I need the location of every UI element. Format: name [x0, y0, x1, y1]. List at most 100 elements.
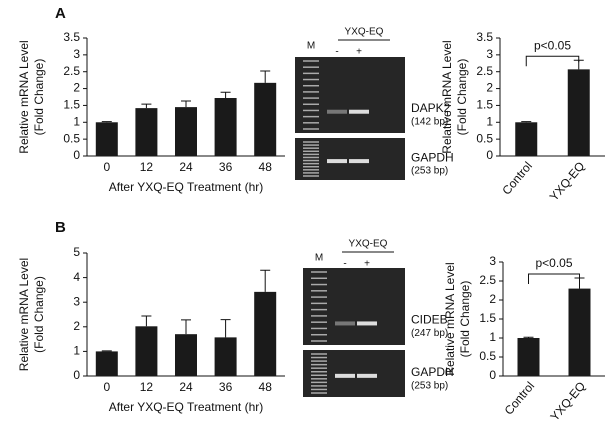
y-tick-label: 1.5 [479, 311, 496, 325]
gel-band [349, 109, 369, 114]
x-tick-label: 12 [140, 380, 154, 394]
x-tick-label: 36 [219, 380, 233, 394]
gel-header: YXQ-EQ [345, 27, 384, 38]
gel-image [295, 138, 405, 180]
annotation: p<0.05 [535, 256, 572, 270]
y-tick-label: 1.5 [476, 98, 493, 112]
y-tick-label: 3.5 [476, 30, 493, 44]
bar [175, 334, 197, 376]
y-tick-label: 2.5 [479, 273, 496, 287]
gel-image [295, 57, 405, 133]
y-tick-label: 2 [489, 292, 496, 306]
y-tick-label: 3 [486, 47, 493, 61]
gel-band [327, 109, 347, 114]
error-bar [141, 315, 152, 327]
gene-label: DAPK2 [411, 101, 451, 115]
gene-label: GAPDH [411, 150, 454, 164]
y-axis-label: Relative mRNA Level [17, 258, 31, 371]
bar [135, 326, 158, 376]
gel-band [349, 159, 369, 164]
gel-lane: - [343, 259, 346, 270]
gel-band [327, 159, 347, 164]
gel-marker: M [307, 41, 315, 52]
gene-label: GAPDH [411, 365, 454, 379]
panel-label: A [55, 5, 66, 22]
y-tick-label: 2 [73, 319, 80, 333]
y-tick-label: 4 [73, 270, 80, 284]
bar [214, 337, 237, 376]
band-size: (247 bp) [411, 328, 448, 339]
error-bar [260, 70, 271, 83]
error-bar [220, 91, 231, 99]
gel-band [357, 373, 377, 378]
y-tick-label: 1 [73, 114, 80, 128]
y-tick-label: 1 [489, 330, 496, 344]
y-tick-label: 2 [73, 81, 80, 95]
y-tick-label: 1.5 [63, 98, 80, 112]
gel-header: YXQ-EQ [349, 239, 388, 250]
y-tick-label: 1 [486, 114, 493, 128]
y-tick-label: 3.5 [63, 30, 80, 44]
y-axis-label: (Fold Change) [32, 59, 46, 136]
error-bar [220, 319, 231, 338]
gel-lane: - [335, 47, 338, 58]
y-tick-label: 3 [73, 47, 80, 61]
band-size: (142 bp) [411, 116, 448, 127]
y-axis-label: (Fold Change) [32, 276, 46, 353]
y-axis-label: Relative mRNA Level [440, 40, 454, 153]
y-tick-label: 2 [486, 81, 493, 95]
gel-marker: M [315, 253, 323, 264]
x-tick-label: 0 [103, 380, 110, 394]
bar [214, 98, 237, 156]
y-tick-label: 1 [73, 344, 80, 358]
panel-label: B [55, 219, 66, 236]
gene-label: CIDEB [411, 313, 448, 327]
y-tick-label: 2.5 [63, 64, 80, 78]
significance-bracket [528, 273, 580, 284]
error-bar [181, 100, 191, 108]
y-tick-label: 3 [73, 294, 80, 308]
x-tick-label: 36 [219, 160, 233, 174]
bar [567, 69, 590, 156]
y-axis-label: Relative mRNA Level [443, 262, 457, 375]
bar [517, 338, 540, 376]
gel-lane: + [364, 259, 370, 270]
x-tick-label: 12 [140, 160, 154, 174]
x-tick-label: 0 [103, 160, 110, 174]
y-tick-label: 2.5 [476, 64, 493, 78]
error-bar [521, 121, 532, 123]
y-tick-label: 0 [73, 368, 80, 382]
gel-lane: + [356, 47, 362, 58]
y-tick-label: 3 [489, 254, 496, 268]
bar [568, 288, 591, 376]
y-tick-label: 0 [486, 148, 493, 162]
bar [254, 82, 277, 156]
error-bar [181, 319, 191, 335]
y-tick-label: 0 [73, 148, 80, 162]
error-bar [260, 269, 271, 292]
x-tick-label: 24 [179, 380, 193, 394]
bar [95, 351, 118, 376]
x-axis-label: After YXQ-EQ Treatment (hr) [109, 180, 264, 194]
gel-band [335, 373, 355, 378]
gel-band [357, 321, 377, 326]
x-tick-label: 48 [259, 380, 273, 394]
y-tick-label: 0.5 [479, 349, 496, 363]
x-tick-label: 24 [179, 160, 193, 174]
y-tick-label: 0.5 [476, 131, 493, 145]
bar [175, 107, 197, 156]
y-tick-label: 5 [73, 245, 80, 259]
error-bar [141, 103, 152, 109]
gel-band [335, 321, 355, 326]
bar [95, 122, 118, 156]
significance-bracket [525, 55, 580, 67]
band-size: (253 bp) [411, 166, 448, 177]
x-tick-label: 48 [259, 160, 273, 174]
y-axis-label: Relative mRNA Level [17, 40, 31, 153]
error-bar [523, 336, 534, 338]
bar [515, 122, 538, 156]
bar [254, 291, 277, 376]
x-axis-label: After YXQ-EQ Treatment (hr) [109, 400, 264, 414]
y-tick-label: 0 [489, 368, 496, 382]
